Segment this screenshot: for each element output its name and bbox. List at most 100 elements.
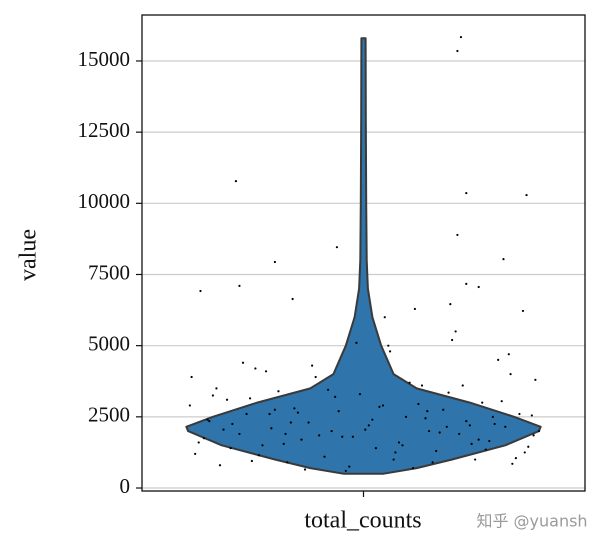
point <box>413 307 416 311</box>
point <box>238 432 241 436</box>
point <box>293 407 296 410</box>
point <box>300 438 303 441</box>
point <box>199 289 202 293</box>
point <box>518 412 521 416</box>
point <box>248 397 252 400</box>
point <box>208 420 211 423</box>
point <box>465 420 468 423</box>
point <box>197 441 200 444</box>
point <box>458 432 461 436</box>
y-tick-label: 15000 <box>78 47 131 71</box>
point <box>500 400 503 403</box>
point <box>238 284 241 287</box>
point <box>257 454 261 457</box>
point <box>420 384 424 387</box>
point <box>456 49 459 53</box>
point <box>241 361 245 364</box>
point <box>270 427 273 430</box>
point <box>284 432 287 436</box>
point <box>273 408 276 411</box>
point <box>273 260 276 264</box>
point <box>291 297 294 301</box>
point <box>454 330 457 333</box>
point <box>412 466 415 470</box>
point <box>348 465 351 468</box>
point <box>447 391 450 394</box>
point <box>424 417 427 420</box>
y-tick-label: 0 <box>120 474 131 498</box>
point <box>194 452 197 455</box>
point <box>392 458 395 461</box>
point <box>484 448 487 451</box>
point <box>394 451 397 454</box>
point <box>245 412 248 416</box>
point <box>477 438 480 441</box>
point <box>211 394 214 397</box>
point <box>511 462 514 465</box>
point <box>504 425 507 428</box>
point <box>218 464 222 467</box>
point <box>367 424 370 427</box>
point <box>397 441 401 444</box>
point <box>323 455 326 458</box>
point <box>374 447 378 450</box>
point <box>459 35 463 39</box>
point <box>468 424 471 427</box>
point <box>383 316 386 319</box>
point <box>465 191 468 195</box>
point <box>442 408 445 411</box>
point <box>351 435 354 438</box>
point <box>461 384 464 387</box>
point <box>277 390 280 393</box>
point <box>527 445 530 448</box>
point <box>530 414 533 417</box>
point <box>229 447 232 450</box>
point <box>303 468 307 471</box>
point <box>318 434 321 437</box>
point <box>435 449 438 453</box>
point <box>497 358 500 362</box>
point <box>268 412 271 416</box>
point <box>523 451 526 454</box>
point <box>493 422 496 426</box>
point <box>427 429 431 433</box>
point <box>488 439 491 443</box>
violin <box>185 37 542 475</box>
point <box>254 367 257 370</box>
point <box>206 418 209 421</box>
point <box>334 395 337 399</box>
point <box>502 258 505 261</box>
point <box>481 401 484 404</box>
point <box>404 415 408 418</box>
point <box>289 421 292 424</box>
x-tick-label: total_counts <box>304 508 421 534</box>
point <box>449 303 452 306</box>
point <box>509 373 512 376</box>
point <box>307 421 310 424</box>
point <box>456 233 459 237</box>
point <box>344 469 347 473</box>
point <box>337 410 340 413</box>
point <box>264 370 268 373</box>
point <box>296 411 300 414</box>
point <box>311 364 314 367</box>
point <box>474 458 477 461</box>
point <box>532 434 535 437</box>
point <box>326 388 330 391</box>
point <box>431 461 434 464</box>
point <box>438 431 441 434</box>
y-tick-label: 5000 <box>88 331 130 355</box>
point <box>408 381 411 384</box>
y-tick-label: 10000 <box>78 189 131 213</box>
point <box>465 282 468 285</box>
point <box>378 405 381 408</box>
point <box>537 429 541 433</box>
point <box>250 459 253 463</box>
point <box>470 442 473 445</box>
point <box>521 309 525 313</box>
point <box>231 422 234 426</box>
point <box>381 404 385 407</box>
point <box>261 444 264 447</box>
point <box>282 442 285 445</box>
